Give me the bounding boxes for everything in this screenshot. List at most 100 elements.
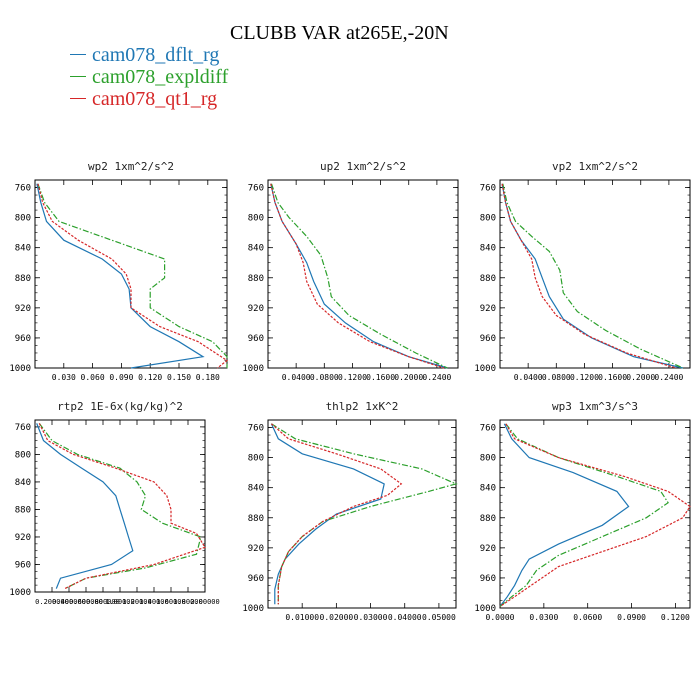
- y-tick-label: 800: [15, 214, 31, 224]
- y-tick-label: 960: [248, 334, 264, 344]
- x-tick-label: 0.05000: [422, 613, 456, 622]
- y-tick-label: 840: [480, 484, 496, 494]
- x-tick-label: 0.1600: [598, 373, 627, 382]
- legend-label: cam078_expldiff: [92, 66, 229, 88]
- y-tick-label: 1000: [9, 364, 31, 374]
- x-tick-label: 0.2400: [654, 373, 683, 382]
- x-tick-label: 0.0600: [573, 613, 602, 622]
- legend-swatch-qt1: [70, 97, 86, 99]
- y-tick-label: 920: [248, 544, 264, 554]
- series-line-0: [36, 183, 205, 369]
- x-tick-label: 0.060: [81, 373, 105, 382]
- y-tick-label: 800: [15, 450, 31, 460]
- series-line-0: [501, 183, 684, 369]
- y-tick-label: 1000: [242, 604, 264, 614]
- series-line-0: [499, 423, 630, 607]
- series-line-2: [37, 183, 229, 369]
- x-tick-label: 0.090: [109, 373, 133, 382]
- x-tick-label: 1.00000: [105, 598, 135, 606]
- y-tick-label: 760: [480, 184, 496, 194]
- x-tick-label: 1.60000: [156, 598, 186, 606]
- y-tick-label: 760: [248, 424, 264, 434]
- series-line-1: [271, 423, 458, 605]
- y-tick-label: 1000: [242, 364, 264, 374]
- x-tick-label: 0.200000: [35, 598, 69, 606]
- y-tick-label: 760: [15, 423, 31, 433]
- series-line-2: [271, 423, 403, 605]
- x-tick-label: 0.0400: [514, 373, 543, 382]
- y-tick-label: 920: [15, 533, 31, 543]
- y-tick-label: 760: [480, 424, 496, 434]
- y-tick-label: 760: [248, 184, 264, 194]
- x-tick-label: 0.1200: [338, 373, 367, 382]
- legend-item-qt1: cam078_qt1_rg: [70, 88, 228, 110]
- plot-frame: [267, 179, 459, 369]
- chart-panel-5: wp3 1xm^3/s^3 760 800 840 880 920 960 10000.000…: [474, 400, 691, 622]
- x-tick-label: 0.03000: [354, 613, 388, 622]
- series-line-2: [38, 423, 206, 590]
- y-tick-label: 960: [480, 574, 496, 584]
- legend-swatch-expldiff: [70, 75, 86, 77]
- x-tick-label: 0.0900: [617, 613, 646, 622]
- x-tick-label: 0.400000: [52, 598, 86, 606]
- x-tick-label: 1.20000: [122, 598, 152, 606]
- y-tick-label: 1000: [474, 604, 496, 614]
- x-tick-label: 0.02000: [320, 613, 354, 622]
- y-tick-label: 1000: [474, 364, 496, 374]
- y-tick-label: 960: [248, 574, 264, 584]
- x-tick-label: 1.80000: [173, 598, 203, 606]
- x-tick-label: 0.800000: [86, 598, 120, 606]
- y-tick-label: 880: [15, 274, 31, 284]
- y-tick-label: 800: [248, 214, 264, 224]
- series-line-0: [270, 183, 448, 369]
- plot-frame: [499, 419, 691, 609]
- y-tick-label: 800: [480, 454, 496, 464]
- x-tick-label: 0.0300: [529, 613, 558, 622]
- y-tick-label: 920: [248, 304, 264, 314]
- series-line-0: [36, 423, 134, 589]
- x-tick-label: 0.0000: [486, 613, 515, 622]
- y-tick-label: 800: [480, 214, 496, 224]
- panel-title: vp2 1xm^2/s^2: [552, 160, 638, 173]
- x-tick-label: 0.2400: [422, 373, 451, 382]
- series-line-1: [499, 423, 669, 607]
- series-line-2: [270, 183, 445, 369]
- y-tick-label: 840: [480, 244, 496, 254]
- panel-title: wp2 1xm^2/s^2: [88, 160, 174, 173]
- legend-item-expldiff: cam078_expldiff: [70, 66, 228, 88]
- x-tick-label: 0.0400: [282, 373, 311, 382]
- legend: cam078_dflt_rg cam078_expldiff cam078_qt…: [70, 44, 228, 110]
- legend-label: cam078_dflt_rg: [92, 44, 220, 66]
- x-tick-label: 2.00000: [190, 598, 220, 606]
- chart-panel-1: up2 1xm^2/s^2 760 800 840 880 920 960 1000 0.040…: [242, 160, 459, 382]
- y-tick-label: 960: [15, 560, 31, 570]
- y-tick-label: 920: [480, 304, 496, 314]
- x-tick-label: 0.1200: [661, 613, 690, 622]
- x-tick-label: 0.600000: [69, 598, 103, 606]
- y-tick-label: 880: [248, 514, 264, 524]
- y-tick-label: 880: [480, 514, 496, 524]
- y-tick-label: 840: [15, 478, 31, 488]
- panel-title: up2 1xm^2/s^2: [320, 160, 406, 173]
- panel-title: thlp2 1xK^2: [326, 400, 399, 413]
- y-tick-label: 840: [248, 244, 264, 254]
- chart-panel-3: rtp2 1E-6x(kg/kg)^2 760 800 840 880 920 960 100…: [9, 400, 219, 606]
- series-line-1: [37, 183, 228, 368]
- y-tick-label: 800: [248, 454, 264, 464]
- series-line-2: [501, 183, 677, 369]
- series-line-0: [270, 423, 385, 605]
- x-tick-label: 0.1600: [366, 373, 395, 382]
- series-line-1: [38, 423, 202, 590]
- y-tick-label: 760: [15, 184, 31, 194]
- panel-title: wp3 1xm^3/s^3: [552, 400, 638, 413]
- page-title: CLUBB VAR at265E,-20N: [230, 22, 449, 44]
- y-tick-label: 960: [15, 334, 31, 344]
- y-tick-label: 920: [480, 544, 496, 554]
- series-line-1: [270, 183, 448, 369]
- y-tick-label: 880: [480, 274, 496, 284]
- y-tick-label: 920: [15, 304, 31, 314]
- series-line-2: [499, 423, 691, 607]
- plot-frame: [499, 179, 691, 369]
- chart-panel-0: wp2 1xm^2/s^2 760 800 840 880 920 960 1000 0.030…: [9, 160, 229, 382]
